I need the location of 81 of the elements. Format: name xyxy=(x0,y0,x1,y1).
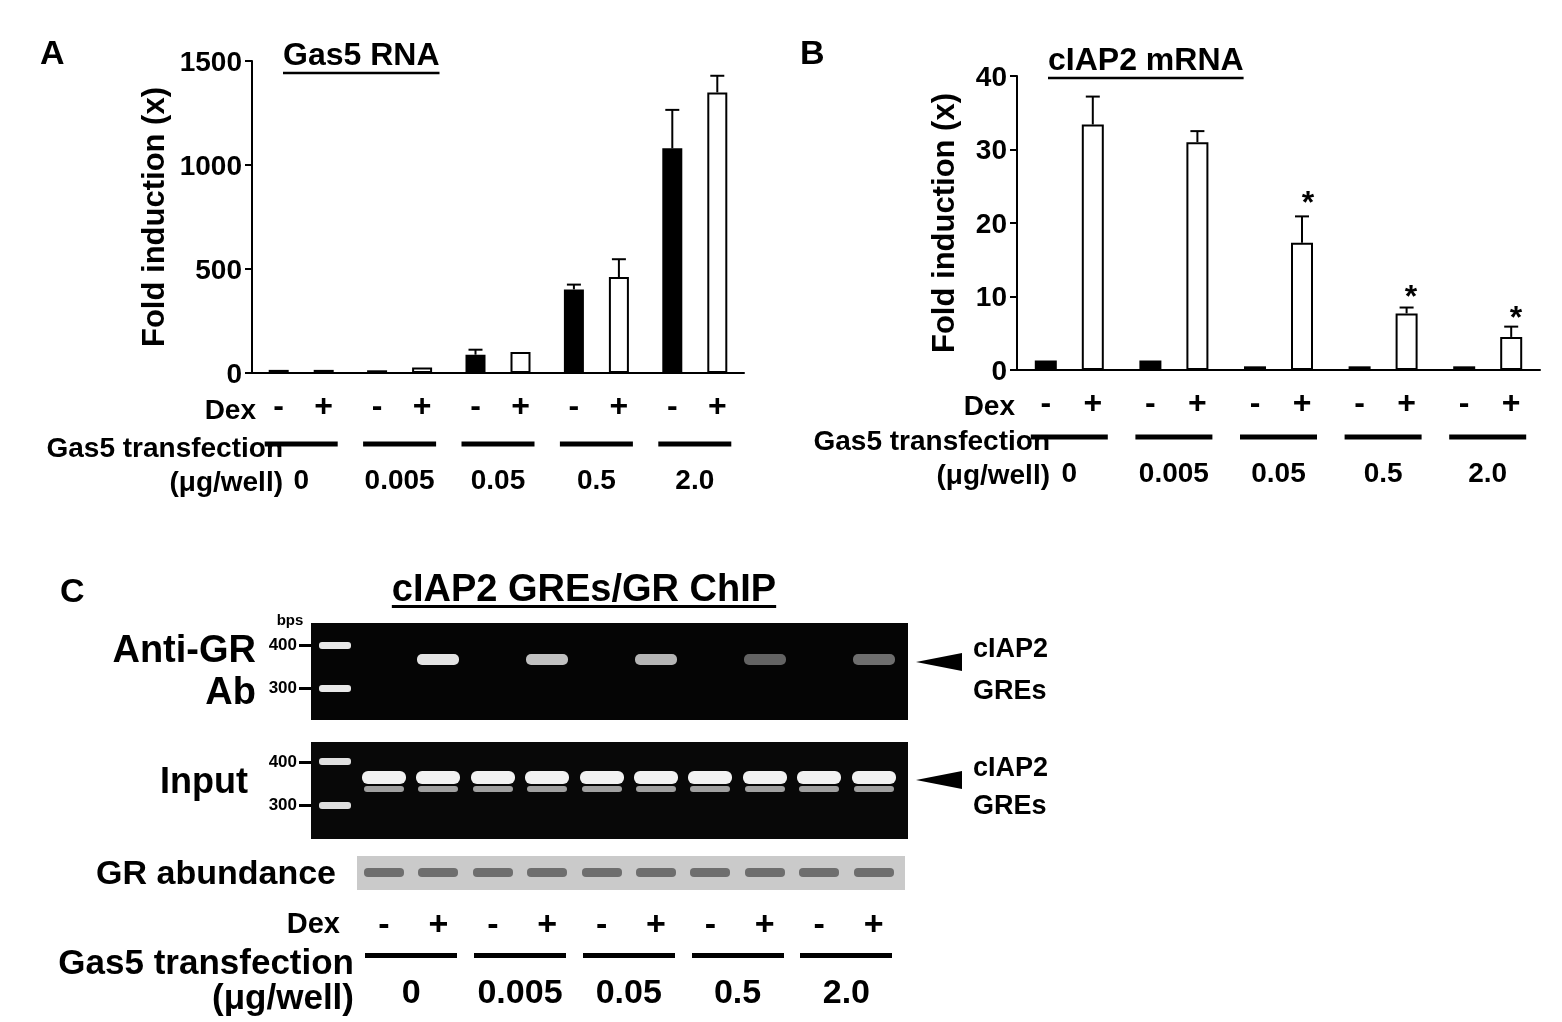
y-tick-label: 40 xyxy=(975,60,1007,92)
text: - xyxy=(1249,384,1261,420)
x-axis-title: Gas5 transfection (μg/well) xyxy=(813,424,1050,490)
text: - xyxy=(813,903,825,943)
series-label: + xyxy=(314,387,334,423)
category-label: 0.005 xyxy=(477,971,563,1011)
x-tick-label: 2.0 xyxy=(1468,456,1508,488)
chart-title: Gas5 RNA xyxy=(283,36,440,72)
series-label: + xyxy=(1083,384,1103,420)
x-tick-label: 0.05 xyxy=(1251,456,1306,488)
legend-title: Dex xyxy=(204,393,257,425)
chart-title: cIAP2 mRNA xyxy=(1048,41,1244,77)
series-label: - xyxy=(273,387,285,423)
text: GR abundance xyxy=(96,852,336,892)
category-label: 0 xyxy=(401,971,421,1011)
y-tick-label: 30 xyxy=(975,134,1007,165)
annotation: * xyxy=(1404,278,1418,314)
x-tick-label: 0.005 xyxy=(364,463,435,495)
text: + xyxy=(511,387,530,423)
text: 400 xyxy=(268,635,297,655)
text: - xyxy=(470,387,481,423)
y-tick-label: 500 xyxy=(195,253,242,285)
x-tick-label: 0.05 xyxy=(470,463,526,495)
x-tick-label: 0.005 xyxy=(1138,456,1209,488)
text: C xyxy=(60,570,85,610)
text: - xyxy=(371,387,383,423)
text: 300 xyxy=(268,795,297,815)
text: - xyxy=(666,387,678,423)
y-tick-label: 1500 xyxy=(179,45,242,77)
text: Anti-GR Ab xyxy=(112,628,256,712)
text: bps xyxy=(276,610,304,628)
annotation: * xyxy=(1301,184,1315,220)
y-tick-label: 1000 xyxy=(179,149,242,181)
x-axis-title: Gas5 transfection (μg/well) xyxy=(46,431,283,497)
text: cIAP2 GREs xyxy=(973,632,1049,707)
text: Input xyxy=(160,759,248,801)
text: - xyxy=(568,387,580,423)
annotation: * xyxy=(1509,299,1523,335)
y-axis-title: Fold induction (x) xyxy=(135,86,171,348)
text: + xyxy=(412,387,432,423)
text: + xyxy=(609,387,629,423)
y-tick-label: 0 xyxy=(226,357,242,389)
text: + xyxy=(707,387,727,423)
text: + xyxy=(863,903,884,943)
y-tick-label: 0 xyxy=(991,354,1007,386)
text: - xyxy=(595,903,608,943)
text: + xyxy=(1397,384,1416,420)
x-tick-label: 2.0 xyxy=(675,463,715,495)
text: - xyxy=(487,903,499,943)
x-tick-label: 0.5 xyxy=(1363,456,1403,488)
text: + xyxy=(428,903,449,943)
text: - xyxy=(1458,384,1470,420)
text: + xyxy=(1292,384,1312,420)
legend-title: Dex xyxy=(963,389,1016,421)
text: 400 xyxy=(268,752,297,772)
x-tick-label: 0 xyxy=(1061,456,1078,488)
y-tick-label: 20 xyxy=(975,207,1007,239)
text: B xyxy=(800,33,825,71)
category-label: 2.0 xyxy=(822,971,871,1011)
text: - xyxy=(1354,384,1365,420)
x-tick-label: 0 xyxy=(293,463,309,495)
text: + xyxy=(754,903,775,943)
text: - xyxy=(704,903,717,943)
text: Gas5 transfection (μg/well) xyxy=(58,942,354,1016)
text: 300 xyxy=(268,678,297,698)
y-tick-label: 10 xyxy=(975,281,1007,312)
text: + xyxy=(646,903,666,943)
text: Dex xyxy=(286,906,340,940)
x-tick-label: 0.5 xyxy=(576,463,616,495)
text: - xyxy=(378,903,390,943)
text: cIAP2 GREs xyxy=(973,751,1049,822)
category-label: 0.05 xyxy=(595,971,662,1011)
text: + xyxy=(537,903,558,943)
text: - xyxy=(1145,384,1156,420)
text: cIAP2 GREs/GR ChIP xyxy=(391,566,777,610)
category-label: 0.5 xyxy=(713,971,762,1011)
series-label: - xyxy=(1040,384,1052,420)
text: A xyxy=(40,33,65,71)
text: + xyxy=(1188,384,1207,420)
y-axis-title: Fold induction (x) xyxy=(926,92,961,354)
text: + xyxy=(1501,384,1521,420)
